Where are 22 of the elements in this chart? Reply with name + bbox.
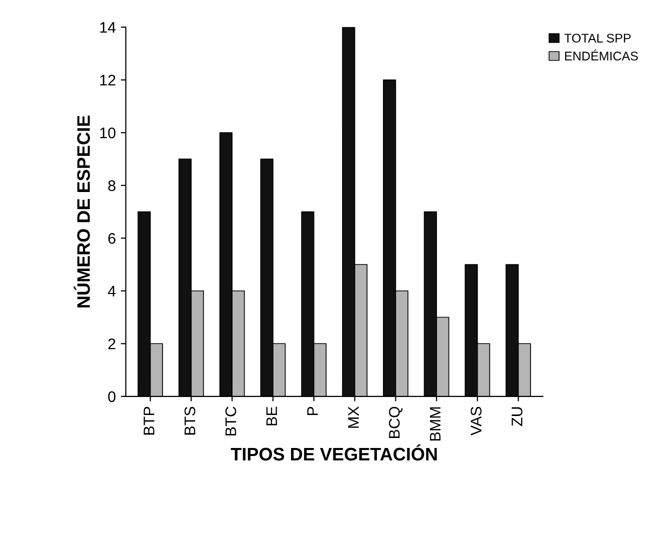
- x-tick-label: BTP: [144, 406, 154, 435]
- y-tick-label: 6: [108, 233, 116, 244]
- x-tick-label: BE: [266, 406, 277, 426]
- y-tick-label: 14: [100, 22, 116, 33]
- x-tick-label: BTS: [184, 406, 196, 435]
- legend-label: TOTAL SPP: [564, 34, 631, 43]
- x-tick-label: BCQ: [388, 406, 402, 438]
- y-tick-label: 4: [108, 286, 116, 296]
- x-tick-label: VAS: [470, 406, 482, 436]
- x-tick-label: ZU: [512, 407, 522, 426]
- y-tick-label: 0: [108, 391, 116, 402]
- y-tick-label: 10: [100, 128, 116, 138]
- y-tick-label: 2: [108, 338, 116, 350]
- y-tick-label: 8: [108, 180, 116, 192]
- y-tick-label: 12: [100, 74, 116, 86]
- x-tick-label: P: [307, 406, 318, 416]
- y-axis-title: NÚMERO DE ESPECIE: [74, 116, 90, 308]
- x-tick-label: BMM: [430, 407, 440, 440]
- x-axis-title: TIPOS DE VEGETACIÓN: [230, 444, 437, 461]
- x-tick-label: MX: [348, 406, 359, 428]
- x-tick-label: BTC: [225, 406, 236, 436]
- legend-label: ENDÉMICAS: [565, 50, 638, 60]
